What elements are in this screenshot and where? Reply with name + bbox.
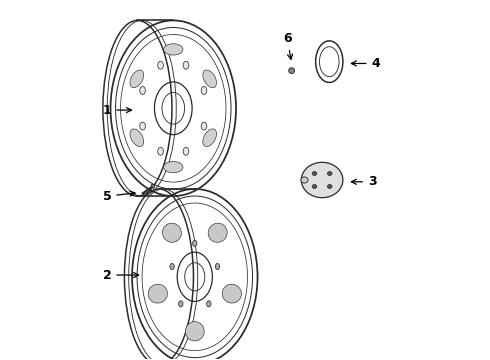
Text: 4: 4 xyxy=(351,57,380,70)
Ellipse shape xyxy=(140,86,146,94)
Ellipse shape xyxy=(208,223,227,242)
Ellipse shape xyxy=(178,301,183,307)
Ellipse shape xyxy=(170,264,174,270)
Ellipse shape xyxy=(289,68,294,73)
Ellipse shape xyxy=(301,177,308,183)
Ellipse shape xyxy=(158,147,163,155)
Ellipse shape xyxy=(215,264,220,270)
Text: 6: 6 xyxy=(283,32,293,59)
Ellipse shape xyxy=(201,86,207,94)
Ellipse shape xyxy=(158,61,163,69)
Ellipse shape xyxy=(164,162,183,173)
Text: 3: 3 xyxy=(351,175,377,188)
Ellipse shape xyxy=(130,129,144,147)
Ellipse shape xyxy=(312,185,317,188)
Ellipse shape xyxy=(201,122,207,130)
Ellipse shape xyxy=(222,284,242,303)
Ellipse shape xyxy=(327,185,332,188)
Ellipse shape xyxy=(203,129,217,147)
Ellipse shape xyxy=(207,301,211,307)
Text: 5: 5 xyxy=(102,190,135,203)
Ellipse shape xyxy=(327,172,332,175)
Text: 1: 1 xyxy=(102,104,131,117)
Ellipse shape xyxy=(183,61,189,69)
Ellipse shape xyxy=(148,284,168,303)
Ellipse shape xyxy=(301,162,343,198)
Ellipse shape xyxy=(185,321,204,341)
Ellipse shape xyxy=(162,223,181,242)
Ellipse shape xyxy=(312,172,317,175)
Ellipse shape xyxy=(140,122,146,130)
Ellipse shape xyxy=(164,44,183,55)
Text: 2: 2 xyxy=(102,269,139,282)
Ellipse shape xyxy=(203,70,217,88)
Ellipse shape xyxy=(183,147,189,155)
Ellipse shape xyxy=(193,240,197,247)
Ellipse shape xyxy=(151,184,155,188)
Ellipse shape xyxy=(130,70,144,88)
